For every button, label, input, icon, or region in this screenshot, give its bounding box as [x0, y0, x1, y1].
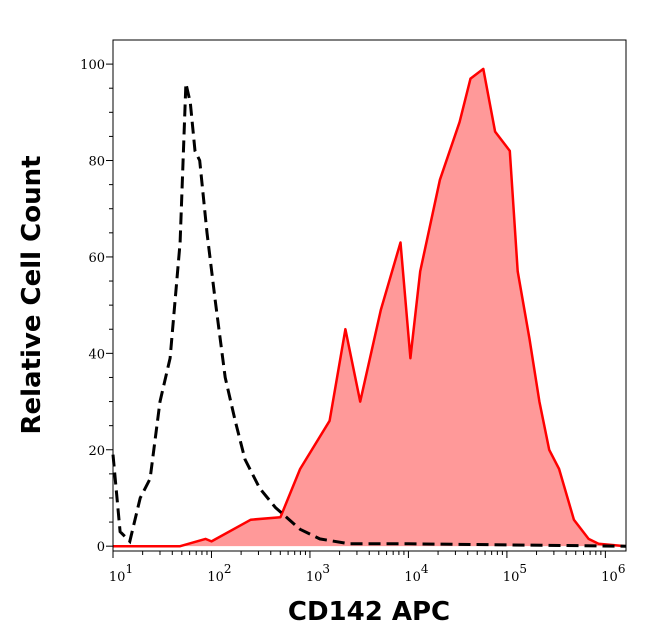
x-tick-label: 104	[404, 562, 429, 585]
series-layer	[111, 67, 627, 548]
y-tick-label: 20	[88, 444, 105, 459]
y-tick-label: 40	[88, 347, 105, 362]
x-tick-label: 106	[601, 562, 625, 585]
x-axis-title: CD142 APC	[288, 597, 450, 627]
y-tick-label: 0	[97, 540, 105, 555]
series-line-1	[111, 83, 627, 548]
y-tick-label: 60	[88, 251, 105, 266]
x-tick-label: 101	[109, 562, 133, 585]
series-fill-0	[113, 68, 626, 547]
x-tick-label: 105	[503, 562, 527, 585]
y-tick-label: 80	[88, 155, 105, 170]
axes-layer: 0 20 40 60 80 100 101 102 103 104 105 106	[80, 58, 625, 585]
y-tick-label: 100	[80, 58, 105, 73]
y-axis-title: Relative Cell Count	[17, 155, 47, 434]
series-line-0	[113, 67, 627, 548]
x-tick-label: 103	[306, 562, 330, 585]
x-tick-label: 102	[207, 562, 231, 585]
